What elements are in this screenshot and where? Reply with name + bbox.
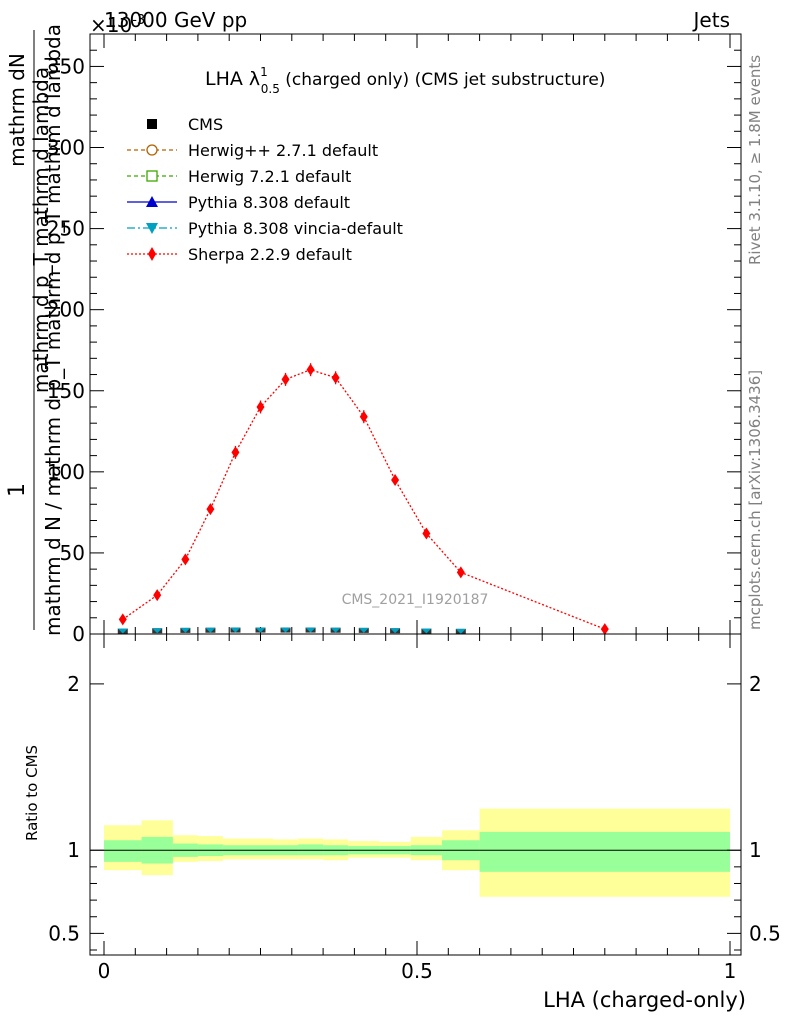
ratio-x-axis: 0 0.5 1 bbox=[98, 634, 737, 983]
legend-marker-herwig7 bbox=[146, 170, 158, 182]
watermark-label: CMS_2021_I1920187 bbox=[342, 592, 489, 608]
vincia-point bbox=[152, 628, 163, 634]
legend-entry-label: Sherpa 2.2.9 default bbox=[188, 245, 352, 264]
ratio-y-tick-label-right: 1 bbox=[749, 838, 762, 862]
upper-y-tick-label: 0 bbox=[72, 622, 85, 646]
ratio-inner-band bbox=[104, 840, 142, 862]
exponent-label: ×10-3 bbox=[90, 13, 145, 37]
sherpa-point bbox=[118, 613, 127, 626]
ratio-x-tick-label: 0.5 bbox=[401, 959, 433, 983]
sherpa-point bbox=[456, 566, 465, 579]
sherpa-point bbox=[256, 400, 265, 413]
ratio-x-tick-label: 1 bbox=[724, 959, 737, 983]
sherpa-point bbox=[600, 623, 609, 636]
legend-entry-label: Pythia 8.308 default bbox=[188, 193, 350, 212]
legend: CMS Herwig++ 2.7.1 default Herwig 7.2.1 de… bbox=[127, 115, 403, 264]
ratio-y-axis-label: Ratio to CMS bbox=[23, 745, 41, 841]
ratio-y-tick-label: 1 bbox=[67, 838, 80, 862]
sherpa-point bbox=[153, 589, 162, 602]
vincia-point bbox=[358, 627, 369, 633]
sherpa-point bbox=[391, 473, 400, 486]
vincia-point bbox=[117, 628, 128, 634]
sherpa-point bbox=[181, 553, 190, 566]
sherpa-line bbox=[122, 368, 606, 630]
sherpa-point bbox=[359, 410, 368, 423]
upper-y-tick-label: 50 bbox=[60, 541, 85, 565]
upper-y-axis-label: 1 mathrm dN mathrm d p_T mathrm d lambda… bbox=[5, 24, 65, 636]
legend-marker-herwigpp bbox=[146, 144, 158, 156]
energy-label: 13000 GeV pp bbox=[104, 8, 247, 32]
ratio-y-tick-label-right: 2 bbox=[749, 672, 762, 696]
ratio-y-axis: 0.5 0.5 1 1 2 2 bbox=[48, 672, 781, 951]
ratio-uncertainty-bands bbox=[104, 808, 730, 897]
sherpa-point bbox=[331, 371, 340, 384]
ratio-plot-frame bbox=[89, 633, 742, 956]
upper-y-axis: 0 50 100 150 200 250 300 350 bbox=[47, 33, 741, 646]
vincia-point bbox=[280, 627, 291, 633]
vincia-point bbox=[230, 627, 241, 633]
upper-data-series bbox=[117, 363, 609, 636]
mcplots-label: mcplots.cern.ch [arXiv:1306.3436] bbox=[746, 370, 764, 630]
legend-marker-cms bbox=[147, 119, 157, 129]
upper-y-tick-label: 300 bbox=[47, 136, 85, 160]
legend-entry-label: Pythia 8.308 vincia-default bbox=[188, 219, 403, 238]
legend-entry-label: CMS bbox=[188, 115, 223, 134]
vincia-point bbox=[180, 627, 191, 633]
ratio-plot-panel: 0.5 0.51 12 2 0 0.5 1 Ratio to CMS LHA (charg… bbox=[23, 633, 781, 1012]
ratio-x-tick-label: 0 bbox=[98, 959, 111, 983]
ratio-y-tick-label-right: 0.5 bbox=[749, 921, 781, 945]
ylabel-numerator: 1 bbox=[5, 483, 30, 497]
sherpa-point bbox=[231, 446, 240, 459]
ylabel-denominator: mathrm d N / mathrm d p_T mathrm d p_T m… bbox=[41, 24, 65, 636]
legend-marker-vincia bbox=[146, 223, 158, 234]
upper-y-tick-label: 150 bbox=[47, 379, 85, 403]
sherpa-point bbox=[306, 363, 315, 376]
vincia-point bbox=[421, 628, 432, 634]
vincia-point bbox=[205, 627, 216, 633]
rivet-version-label: Rivet 3.1.10, ≥ 1.8M events bbox=[746, 55, 764, 265]
upper-y-tick-label: 100 bbox=[47, 460, 85, 484]
ratio-y-tick-label: 2 bbox=[67, 672, 80, 696]
process-label: Jets bbox=[692, 8, 730, 32]
vincia-point bbox=[255, 627, 266, 633]
sherpa-point bbox=[281, 373, 290, 386]
ylabel-mid: mathrm d p_T mathrm d lambda bbox=[29, 67, 53, 393]
sherpa-point bbox=[206, 503, 215, 516]
legend-marker-pythia bbox=[146, 196, 158, 207]
legend-entry-label: Herwig++ 2.7.1 default bbox=[188, 141, 378, 160]
x-axis-label: LHA (charged-only) bbox=[543, 988, 746, 1012]
legend-marker-sherpa bbox=[148, 247, 156, 261]
ratio-y-tick-label: 0.5 bbox=[48, 921, 80, 945]
vincia-point bbox=[390, 628, 401, 634]
ylabel-fraction-numerator: mathrm dN bbox=[5, 53, 29, 167]
plot-title: LHA λ1 0.5 (charged only) (CMS jet substr… bbox=[205, 65, 605, 96]
legend-entry-label: Herwig 7.2.1 default bbox=[188, 167, 351, 186]
upper-y-tick-label: 250 bbox=[47, 217, 85, 241]
ratio-inner-band bbox=[479, 831, 730, 872]
upper-x-axis bbox=[103, 34, 731, 634]
upper-y-tick-label: 200 bbox=[47, 298, 85, 322]
upper-y-tick-label: 350 bbox=[47, 54, 85, 78]
sherpa-point bbox=[422, 527, 431, 540]
vincia-point bbox=[305, 627, 316, 633]
vincia-point bbox=[330, 627, 341, 633]
vincia-point bbox=[455, 628, 466, 634]
